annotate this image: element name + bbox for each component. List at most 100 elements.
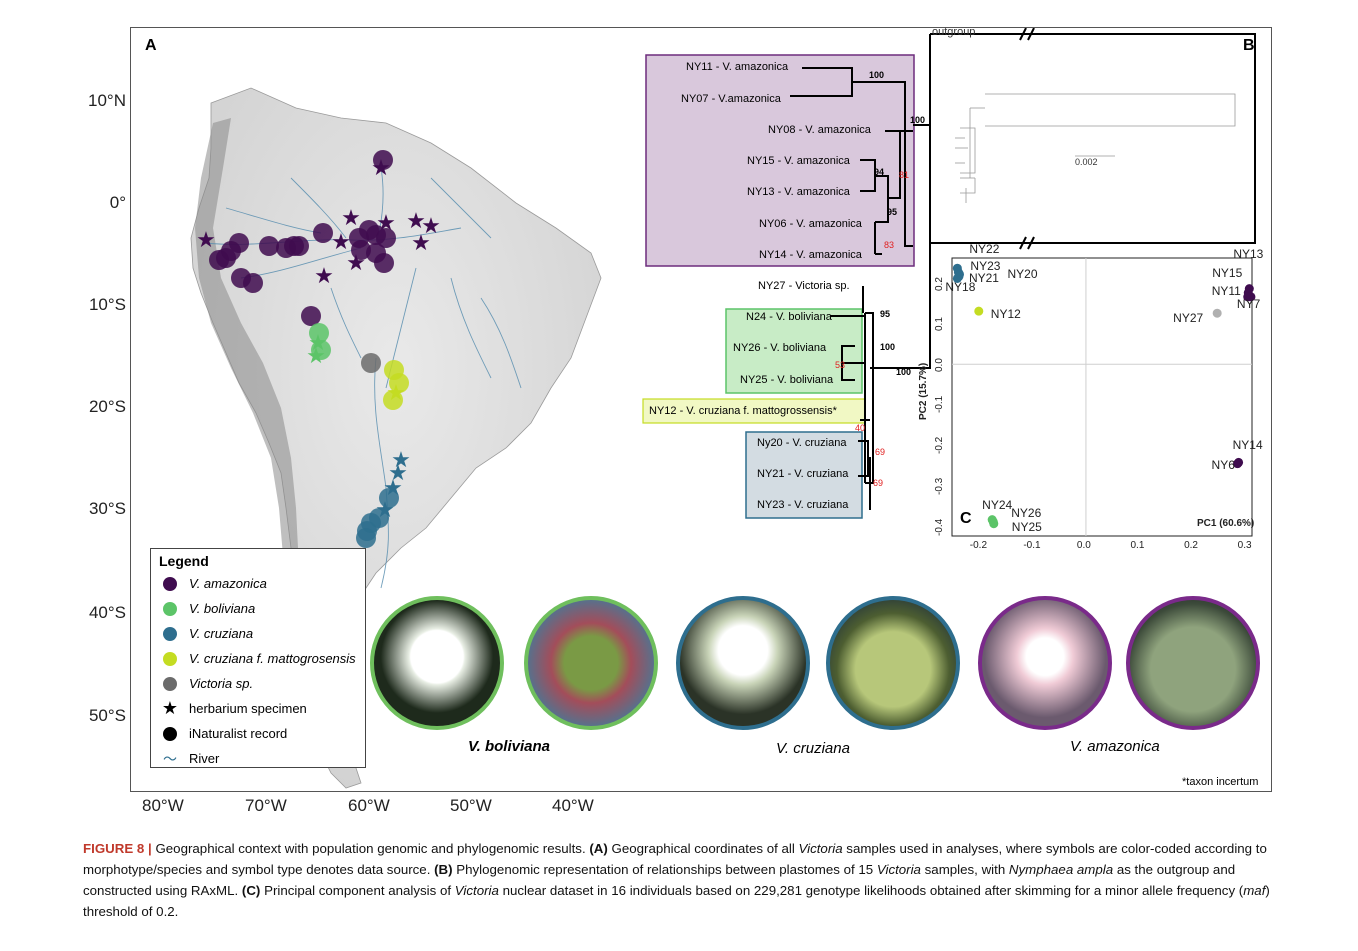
inaturalist-record-marker xyxy=(389,373,409,393)
inaturalist-record-marker xyxy=(301,306,321,326)
pca-point-label: NY12 xyxy=(990,307,1021,322)
inaturalist-record-marker xyxy=(383,390,403,410)
pca-point xyxy=(974,306,984,316)
inaturalist-record-marker xyxy=(351,240,371,260)
pca-point-label: NY23 xyxy=(970,259,1001,274)
legend-item: V. boliviana xyxy=(151,596,365,621)
footnote: *taxon incertum xyxy=(1182,776,1259,788)
dot-icon xyxy=(159,576,181,592)
photo-label-cruziana: V. cruziana xyxy=(776,740,850,757)
specimen-photo xyxy=(826,596,960,730)
tree-tip: NY27 - Victoria sp. xyxy=(758,280,850,292)
herbarium-specimen-marker: ★ xyxy=(406,208,426,233)
pca-x-tick: 0.0 xyxy=(1076,540,1091,551)
inaturalist-record-marker xyxy=(379,488,399,508)
dot-icon xyxy=(159,651,181,667)
specimen-photo xyxy=(676,596,810,730)
legend-label: V. boliviana xyxy=(189,601,256,616)
pca-y-tick: 0.2 xyxy=(934,276,945,291)
herbarium-specimen-marker: ★ xyxy=(306,343,326,368)
tree-tip: NY08 - V. amazonica xyxy=(768,124,871,136)
pca-point-label: NY15 xyxy=(1212,265,1243,280)
pca-x-tick: -0.1 xyxy=(1023,540,1041,551)
pca-y-tick: 0.1 xyxy=(934,317,945,332)
figure-caption: FIGURE 8 | Geographical context with pop… xyxy=(83,841,1270,919)
lat-tick: 20°S xyxy=(88,397,126,416)
support-value-red: 83 xyxy=(884,240,895,250)
legend-label: V. cruziana xyxy=(189,626,254,641)
pca-ylabel: PC2 (15.7%) xyxy=(918,362,929,420)
map-points: ★★★★★★★★★★★★★★★★★ xyxy=(196,150,441,548)
support-value: 95 xyxy=(880,309,891,319)
inaturalist-record-marker xyxy=(311,340,331,360)
legend-label: Victoria sp. xyxy=(189,676,254,691)
photo-label-amazonica: V. amazonica xyxy=(1070,738,1160,755)
legend-item: ★ herbarium specimen xyxy=(151,696,365,721)
photo-label-boliviana: V. boliviana xyxy=(468,738,550,755)
pca-x-tick: -0.2 xyxy=(969,540,988,551)
herbarium-specimen-marker: ★ xyxy=(421,213,441,238)
legend-item: V. cruziana xyxy=(151,621,365,646)
support-value: 100 xyxy=(896,367,912,377)
herbarium-specimen-marker: ★ xyxy=(411,230,431,255)
inaturalist-record-marker xyxy=(361,353,381,373)
pca-point-label: NY20 xyxy=(1007,267,1038,282)
pca-point-label: NY6 xyxy=(1211,457,1235,472)
lat-tick: 10°S xyxy=(88,295,126,314)
pca-xlabel: PC1 (60.6%) xyxy=(1197,518,1255,529)
specimen-photo xyxy=(370,596,504,730)
clade-box-cruziana xyxy=(745,431,863,519)
support-value: 100 xyxy=(880,342,896,352)
pca-point xyxy=(952,273,962,283)
tree-tip: NY06 - V. amazonica xyxy=(759,218,862,230)
inaturalist-record-marker xyxy=(259,236,279,256)
support-value: 100 xyxy=(869,70,885,80)
pca-point xyxy=(1212,308,1222,318)
legend-label: V. cruziana f. mattogrosensis xyxy=(189,651,356,666)
lon-tick: 60°W xyxy=(348,796,390,815)
inaturalist-record-marker xyxy=(356,528,376,548)
lon-tick: 70°W xyxy=(245,796,287,815)
scale-label: 0.002 xyxy=(1075,157,1098,167)
tree-tip: NY14 - V. amazonica xyxy=(759,249,862,261)
pca-point-label: NY27 xyxy=(1173,311,1204,326)
pca-point xyxy=(1246,292,1256,302)
lat-tick: 30°S xyxy=(88,499,126,518)
pca-point xyxy=(989,519,999,529)
panel-label-b: B xyxy=(1243,37,1255,54)
lon-tick: 50°W xyxy=(450,796,492,815)
clade-box-mattogrossensis xyxy=(642,398,866,424)
legend-label: iNaturalist record xyxy=(189,726,288,741)
pca-y-tick: -0.3 xyxy=(934,477,945,495)
legend-label: V. amazonica xyxy=(189,576,267,591)
legend-item: 〜 River xyxy=(151,746,365,771)
lat-tick: 0° xyxy=(109,193,126,212)
pca-y-tick: -0.1 xyxy=(934,395,945,414)
legend-label: River xyxy=(189,751,220,766)
inaturalist-record-marker xyxy=(209,250,229,270)
specimen-photo xyxy=(1126,596,1260,730)
pca-point-label: NY21 xyxy=(968,271,999,286)
tree-tip: NY25 - V. boliviana xyxy=(740,374,834,386)
pca-point-label: NY24 xyxy=(982,497,1013,512)
support-value-red: 40 xyxy=(855,423,866,433)
herbarium-specimen-marker: ★ xyxy=(388,460,408,485)
inaturalist-record-marker xyxy=(376,228,396,248)
specimen-photo xyxy=(524,596,658,730)
pca-point-label: NY7 xyxy=(1236,296,1261,311)
support-value-red: 69 xyxy=(875,447,886,457)
tree-tip: N24 - V. boliviana xyxy=(746,311,832,323)
panel-label-a: A xyxy=(145,37,157,54)
pca-point xyxy=(1233,459,1243,469)
pca-point-label: NY25 xyxy=(1011,519,1042,534)
lat-tick: 40°S xyxy=(88,603,126,622)
phylogeny-panel xyxy=(642,28,1256,519)
dot-icon xyxy=(159,626,181,642)
support-value-red: 81 xyxy=(899,170,910,180)
lon-tick: 40°W xyxy=(552,796,594,815)
pca-y-tick: -0.2 xyxy=(934,436,945,455)
tree-tip: NY21 - V. cruziana xyxy=(757,468,849,480)
dot-icon xyxy=(159,601,181,617)
tree-tip: NY07 - V.amazonica xyxy=(681,93,781,105)
inaturalist-record-marker xyxy=(309,323,329,343)
